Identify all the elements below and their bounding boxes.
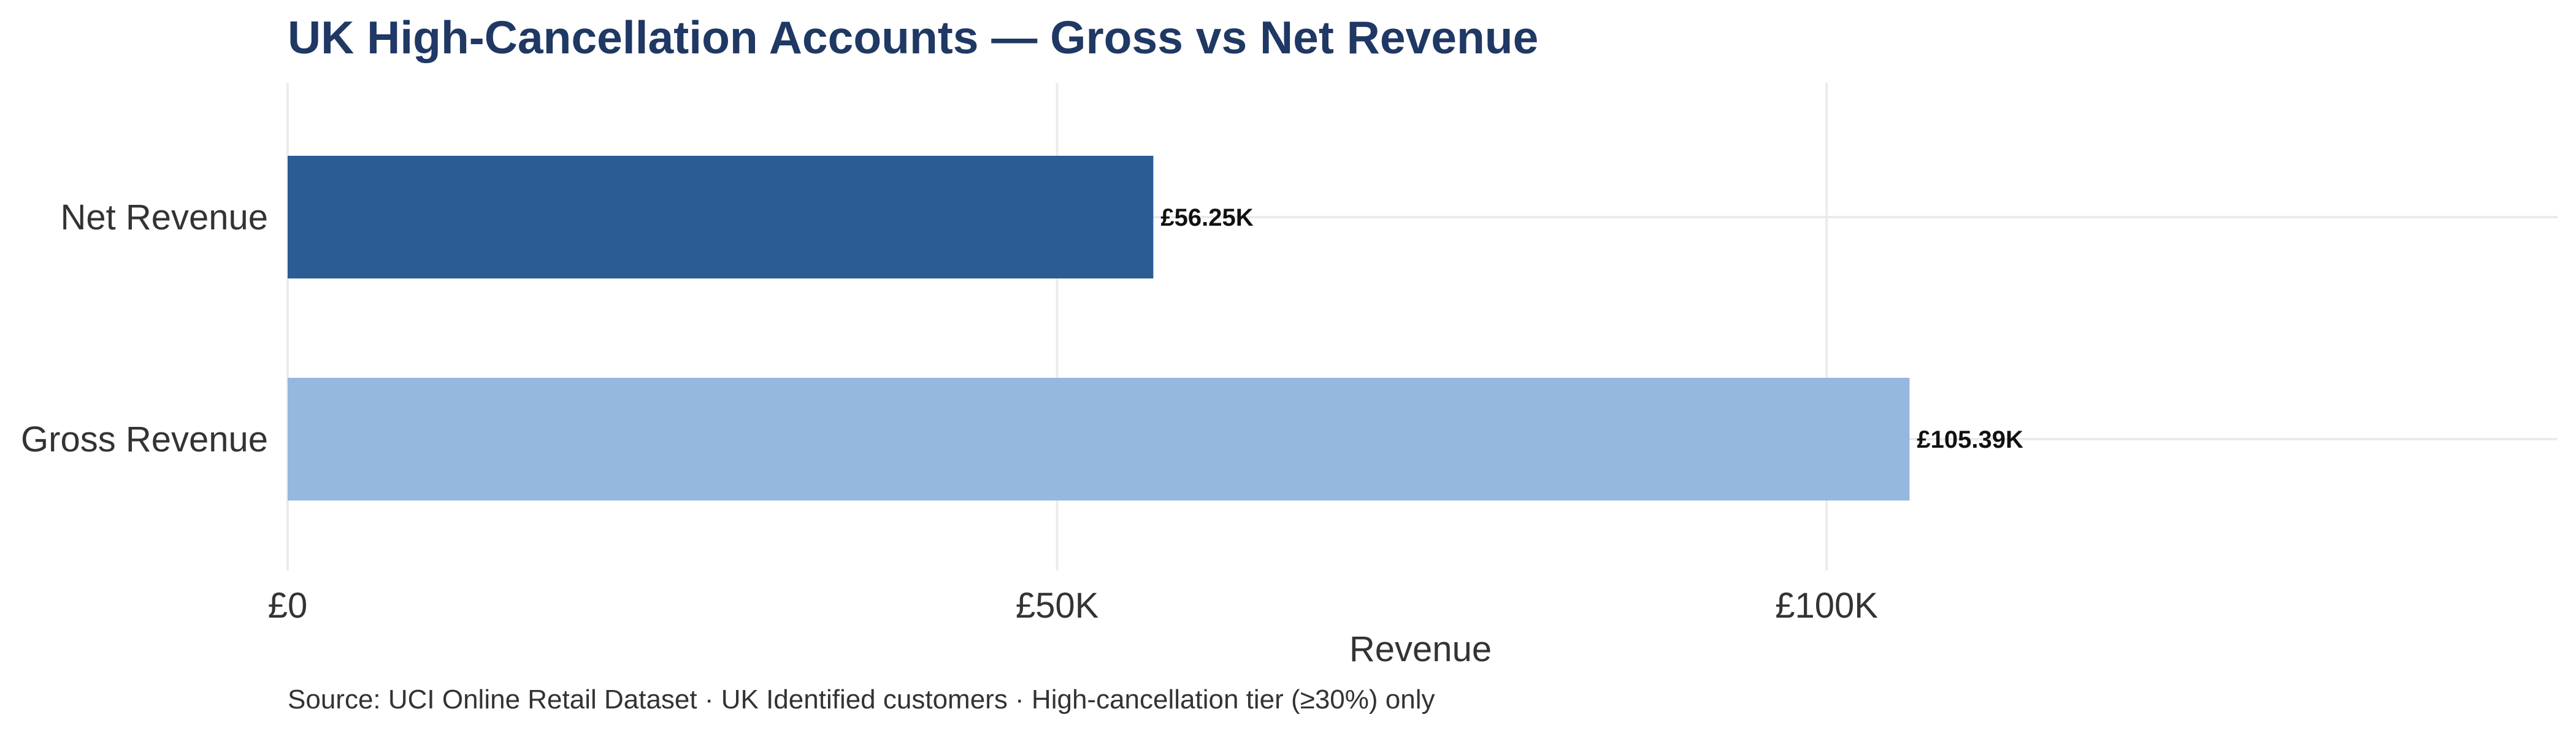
x-tick-label: £100K bbox=[1775, 586, 1878, 626]
bar-net-revenue bbox=[288, 156, 1154, 278]
bar-gross-revenue bbox=[288, 378, 1910, 500]
data-labels: £56.25K £105.39K bbox=[1160, 204, 2023, 453]
x-tick-label: £0 bbox=[268, 586, 308, 626]
y-tick-label: Gross Revenue bbox=[21, 420, 268, 459]
chart-title: UK High-Cancellation Accounts — Gross vs… bbox=[288, 12, 1539, 63]
chart-caption: Source: UCI Online Retail Dataset · UK I… bbox=[288, 684, 1435, 715]
x-axis-ticks: £0 £50K £100K bbox=[268, 586, 1879, 626]
y-axis-ticks: Net Revenue Gross Revenue bbox=[21, 197, 268, 459]
bars bbox=[288, 156, 1910, 500]
data-label: £56.25K bbox=[1160, 204, 1253, 231]
data-label: £105.39K bbox=[1917, 426, 2023, 453]
x-tick-label: £50K bbox=[1016, 586, 1099, 626]
x-axis-title: Revenue bbox=[1349, 629, 1492, 669]
y-tick-label: Net Revenue bbox=[60, 197, 268, 237]
